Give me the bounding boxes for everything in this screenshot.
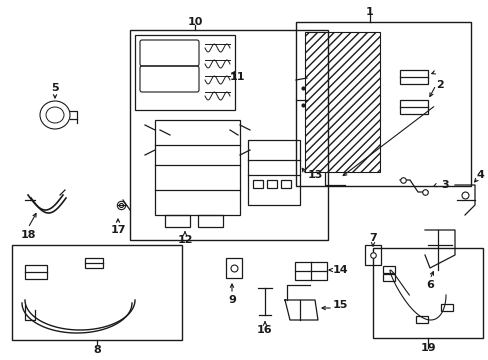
Bar [225, 258, 242, 278]
Bar [252, 180, 263, 188]
Bar [198, 215, 223, 227]
Bar [305, 32, 379, 172]
Bar [164, 215, 190, 227]
Text: 10: 10 [187, 17, 202, 27]
Text: 3: 3 [440, 180, 448, 190]
Bar [85, 258, 103, 268]
Text: 16: 16 [257, 325, 272, 335]
Text: 5: 5 [51, 83, 59, 93]
Bar [364, 245, 380, 265]
Text: 11: 11 [229, 72, 244, 82]
Bar [155, 120, 240, 215]
Bar [372, 248, 482, 338]
Bar [281, 180, 290, 188]
Text: 14: 14 [331, 265, 347, 275]
Bar [295, 22, 470, 186]
Bar [440, 305, 452, 311]
Text: 13: 13 [306, 170, 322, 180]
Text: 15: 15 [332, 300, 347, 310]
Bar [399, 70, 427, 84]
Text: 9: 9 [227, 295, 235, 305]
Bar [25, 265, 47, 279]
Text: 12: 12 [177, 235, 192, 245]
Text: 2: 2 [435, 80, 443, 90]
Bar [130, 30, 327, 240]
Text: 17: 17 [110, 225, 125, 235]
Bar [382, 266, 394, 273]
Text: 6: 6 [425, 280, 433, 290]
Bar [294, 262, 326, 280]
Text: 1: 1 [366, 7, 373, 17]
Text: 19: 19 [419, 343, 435, 353]
Text: 7: 7 [368, 233, 376, 243]
Bar [416, 316, 427, 324]
Bar [12, 245, 182, 340]
Text: 8: 8 [93, 345, 101, 355]
Bar [382, 274, 394, 281]
Bar [135, 35, 235, 110]
Bar [266, 180, 276, 188]
Bar [399, 100, 427, 114]
Text: 18: 18 [20, 230, 36, 240]
Bar [247, 140, 299, 205]
Text: 4: 4 [475, 170, 483, 180]
